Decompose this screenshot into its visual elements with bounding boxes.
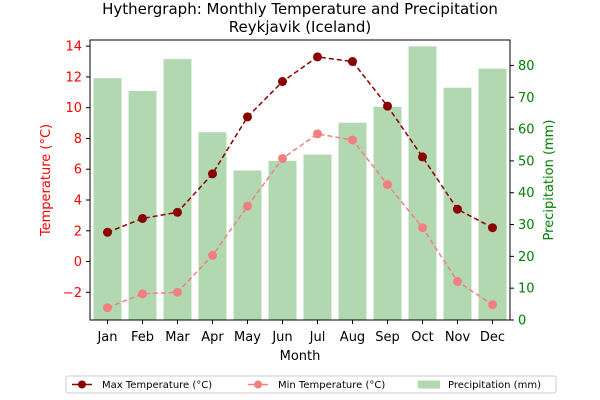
x-tick-label-dec: Dec bbox=[480, 330, 505, 345]
min-temp-point-sep bbox=[383, 180, 392, 190]
chart-title: Hythergraph: Monthly Temperature and Pre… bbox=[102, 0, 498, 18]
x-tick-label-aug: Aug bbox=[340, 330, 365, 345]
precip-bar-jan bbox=[93, 78, 122, 320]
legend-precipitation-label: Precipitation (mm) bbox=[448, 380, 541, 391]
x-tick-label-nov: Nov bbox=[445, 330, 471, 345]
right-y-tick-label: 50 bbox=[518, 154, 535, 169]
right-y-tick-label: 60 bbox=[518, 123, 535, 138]
left-y-tick-label: 4 bbox=[74, 194, 82, 209]
x-tick-label-sep: Sep bbox=[375, 330, 400, 345]
chart-subtitle: Reykjavik (Iceland) bbox=[229, 18, 371, 36]
legend-min-temp-label: Min Temperature (°C) bbox=[278, 380, 385, 391]
x-tick-label-jan: Jan bbox=[96, 330, 117, 345]
min-temp-point-mar bbox=[173, 287, 182, 297]
precip-bar-may bbox=[233, 170, 262, 320]
x-axis-label: Month bbox=[280, 349, 321, 364]
max-temp-point-jun bbox=[278, 77, 287, 87]
legend-min-temp-marker bbox=[254, 380, 262, 389]
temperature-lines bbox=[103, 52, 497, 313]
min-temp-point-may bbox=[243, 201, 252, 211]
right-y-tick-label: 0 bbox=[518, 314, 526, 329]
left-y-tick-label: 2 bbox=[74, 224, 82, 239]
precip-bar-jul bbox=[303, 154, 332, 320]
max-temp-point-apr bbox=[208, 169, 217, 179]
precip-bar-sep bbox=[373, 106, 402, 321]
precip-bar-jun bbox=[268, 160, 297, 320]
min-temp-point-nov bbox=[453, 277, 462, 287]
plot-frame bbox=[89, 39, 511, 321]
left-y-tick-label: 12 bbox=[65, 70, 82, 85]
precip-bar-oct bbox=[408, 46, 437, 320]
left-y-tick-label: −2 bbox=[63, 286, 82, 301]
left-y-axis-label: Temperature (°C) bbox=[39, 124, 54, 237]
left-y-tick-label: 0 bbox=[74, 255, 82, 270]
min-temp-point-jan bbox=[103, 303, 112, 313]
max-temp-point-may bbox=[243, 112, 252, 122]
min-temp-point-feb bbox=[138, 289, 147, 299]
left-y-tick-label: 14 bbox=[65, 40, 82, 55]
max-temp-point-jan bbox=[103, 227, 112, 237]
x-tick-label-may: May bbox=[234, 330, 261, 345]
right-y-tick-label: 40 bbox=[518, 186, 535, 201]
min-temp-line bbox=[107, 133, 493, 309]
x-tick-label-jun: Jun bbox=[271, 330, 292, 345]
left-y-tick-label: 10 bbox=[65, 101, 82, 116]
max-temp-point-aug bbox=[348, 57, 357, 67]
precip-bar-mar bbox=[163, 59, 192, 320]
legend-max-temp-marker bbox=[78, 380, 86, 389]
x-tick-label-feb: Feb bbox=[131, 330, 154, 345]
max-temp-point-feb bbox=[138, 213, 147, 223]
legend-max-temp-label: Max Temperature (°C) bbox=[102, 380, 212, 391]
precip-bar-apr bbox=[198, 132, 227, 320]
legend: Max Temperature (°C) Min Temperature (°C)… bbox=[65, 375, 557, 394]
max-temp-line bbox=[107, 56, 493, 234]
max-temp-point-nov bbox=[453, 204, 462, 214]
right-y-tick-label: 20 bbox=[518, 250, 535, 265]
precipitation-bars bbox=[93, 46, 507, 321]
max-temp-point-oct bbox=[418, 152, 427, 162]
right-y-tick-label: 10 bbox=[518, 282, 535, 297]
max-temp-point-sep bbox=[383, 101, 392, 111]
axes: Jan Feb Mar Apr May Jun Jul Aug Sep Oct Nov Dec −2 0 2… bbox=[63, 39, 535, 345]
legend-precipitation-swatch bbox=[418, 380, 440, 389]
min-temp-point-jul bbox=[313, 129, 322, 139]
precip-bar-feb bbox=[128, 90, 157, 320]
min-temp-point-apr bbox=[208, 250, 217, 260]
right-y-tick-label: 30 bbox=[518, 218, 535, 233]
min-temp-point-aug bbox=[348, 135, 357, 145]
precip-bar-aug bbox=[338, 122, 367, 321]
min-temp-point-jun bbox=[278, 153, 287, 163]
x-tick-label-oct: Oct bbox=[411, 330, 433, 345]
x-tick-label-apr: Apr bbox=[201, 330, 224, 345]
right-y-tick-label: 70 bbox=[518, 91, 535, 106]
min-temp-point-oct bbox=[418, 223, 427, 233]
right-y-tick-label: 80 bbox=[518, 59, 535, 74]
right-y-axis-label: Precipitation (mm) bbox=[542, 120, 557, 241]
x-tick-label-mar: Mar bbox=[165, 330, 190, 345]
max-temp-point-jul bbox=[313, 52, 322, 62]
max-temp-point-mar bbox=[173, 207, 182, 217]
min-temp-point-dec bbox=[488, 300, 497, 310]
max-temp-point-dec bbox=[488, 223, 497, 233]
left-y-tick-label: 8 bbox=[74, 132, 82, 147]
x-tick-label-jul: Jul bbox=[309, 330, 326, 345]
left-y-tick-label: 6 bbox=[74, 163, 82, 178]
legend-box bbox=[65, 375, 557, 394]
precip-bar-dec bbox=[478, 68, 507, 321]
